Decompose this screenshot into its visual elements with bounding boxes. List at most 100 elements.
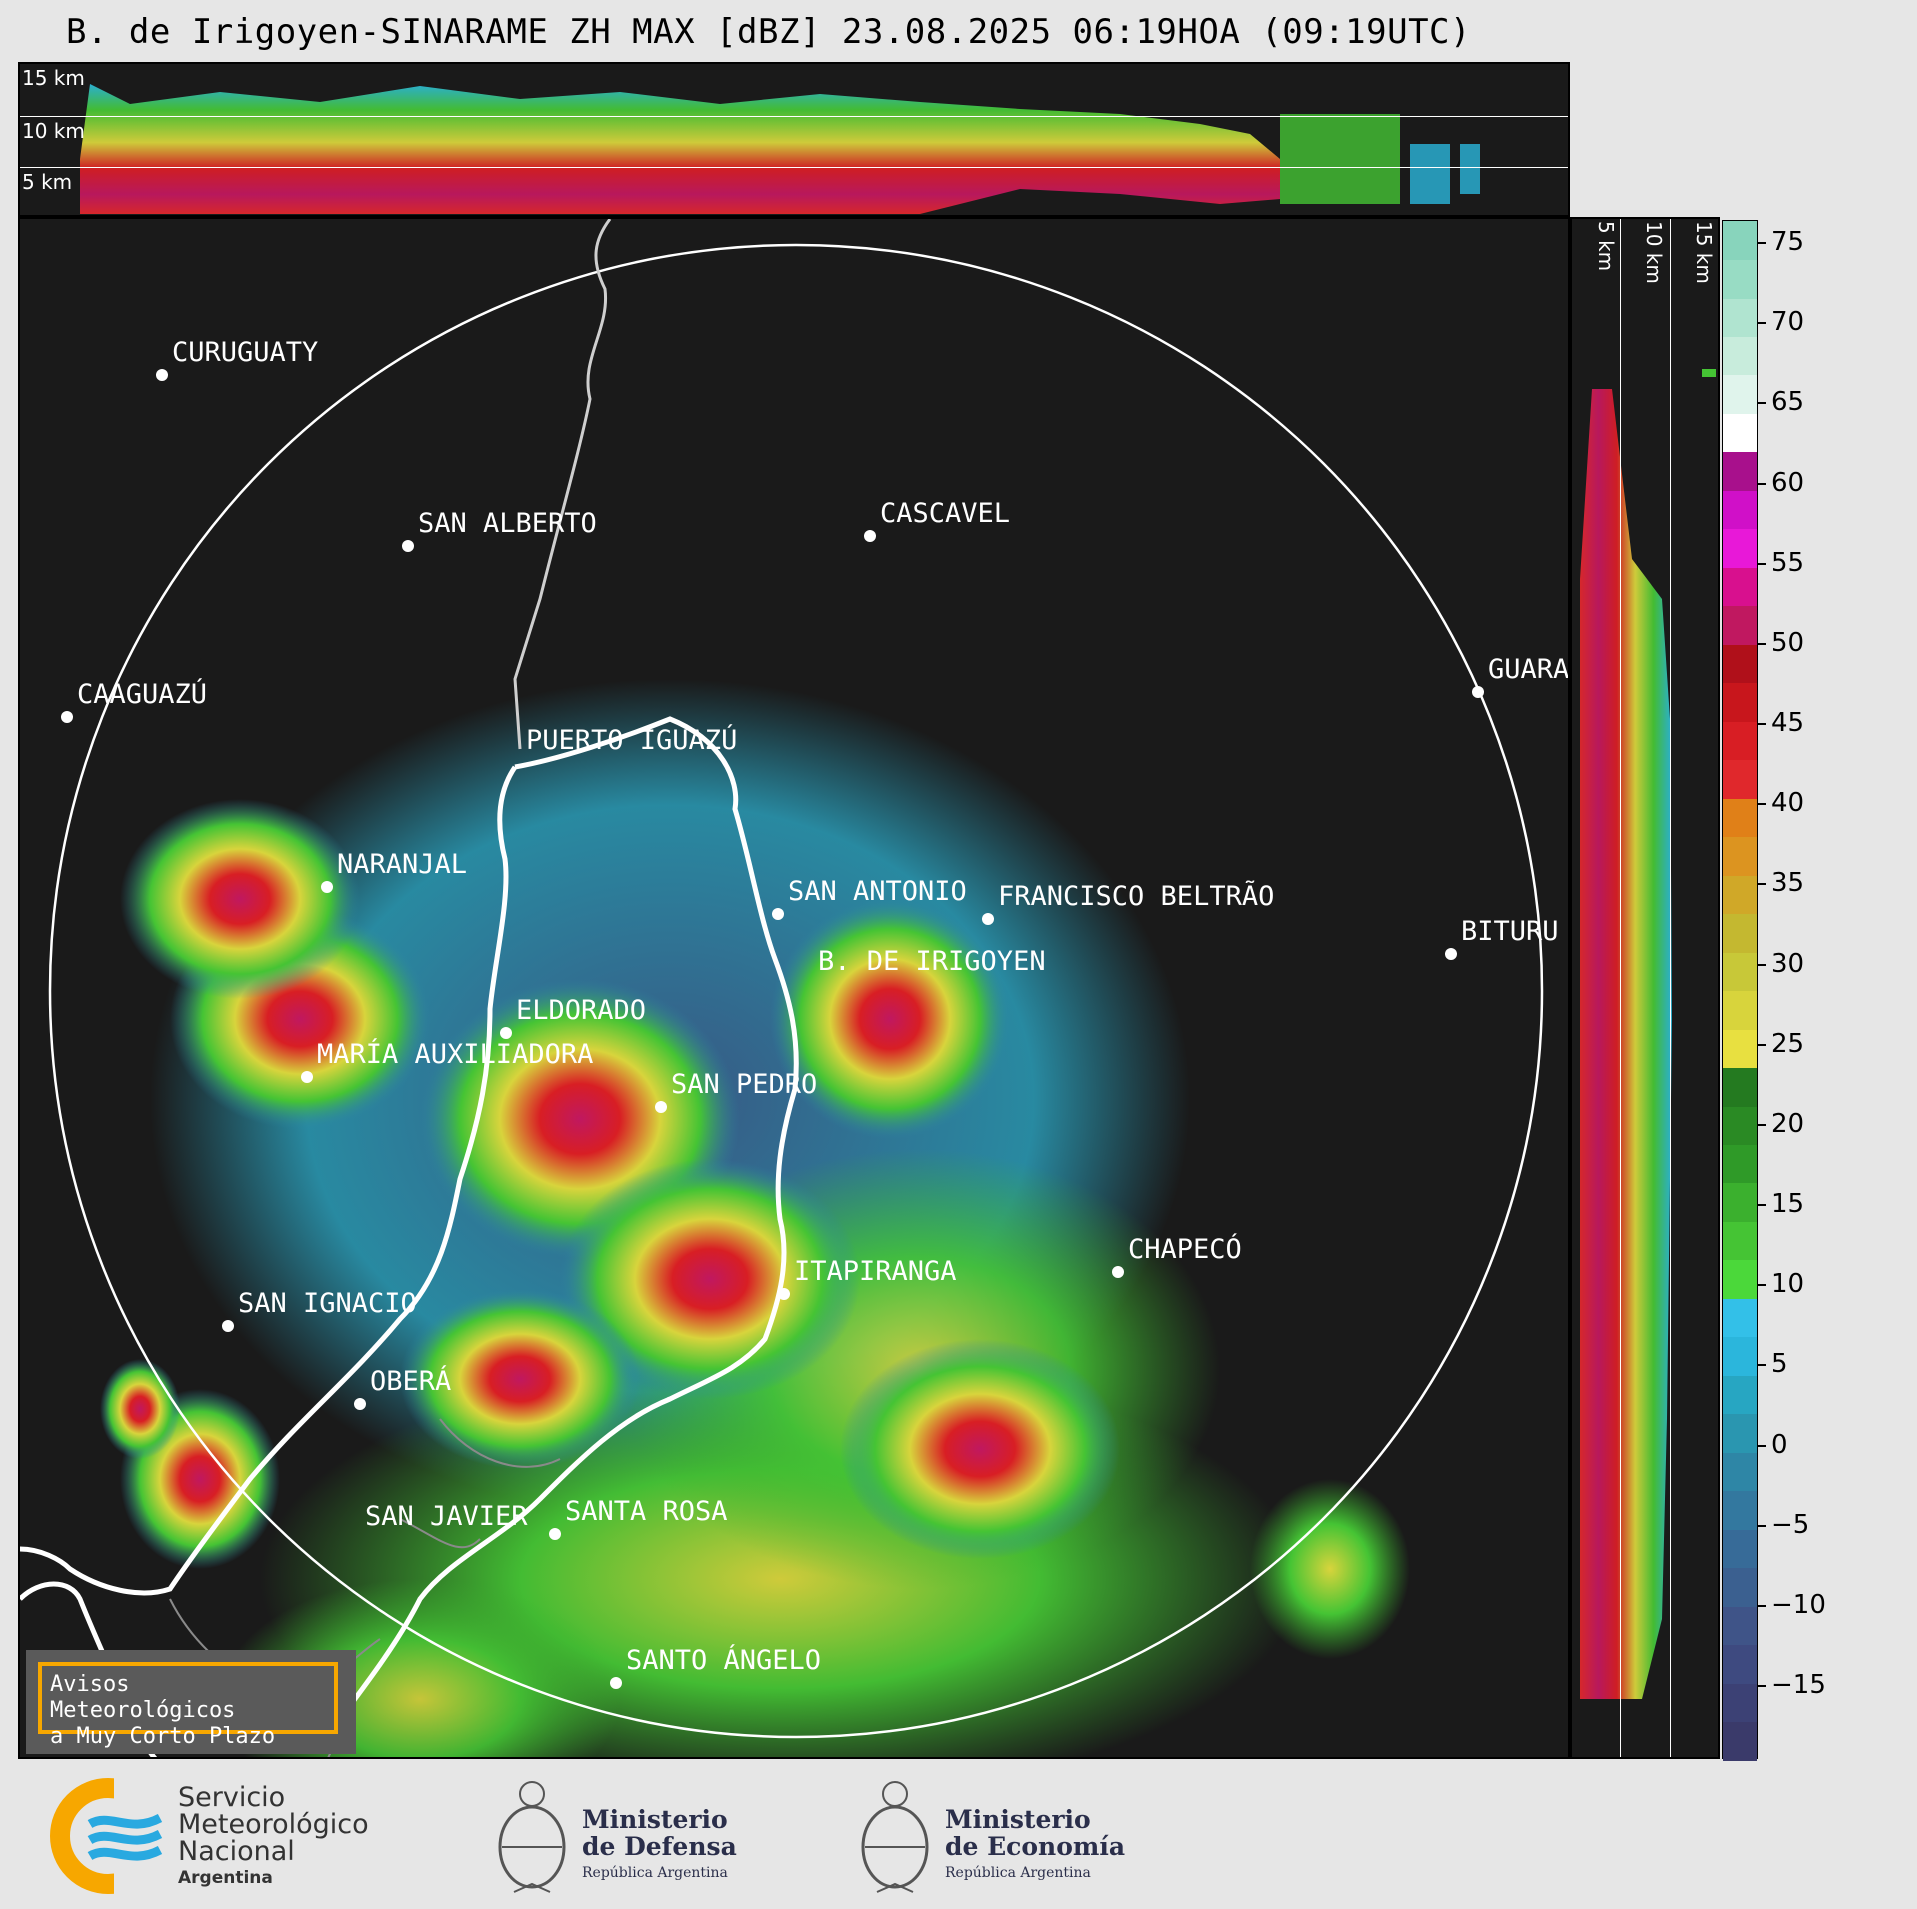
city-label-francisco-beltrao: FRANCISCO BELTRÃO [998,881,1275,912]
city-dot-san-ignacio [222,1320,234,1332]
colorbar-tick-label: 30 [1771,948,1805,979]
colorbar-tick [1758,1524,1766,1527]
colorbar-tick [1758,402,1766,405]
colorbar-tick [1758,642,1766,645]
colorbar-segment [1723,990,1757,1030]
colorbar-segment [1723,1413,1757,1453]
colorbar-segment [1723,221,1757,261]
top-height-label-10: 10 km [22,119,85,143]
city-label-guara: GUARA [1488,654,1570,685]
side-height-label-10: 10 km [1642,221,1666,284]
colorbar-tick-label: −10 [1771,1589,1826,1620]
city-dot-curuguaty [156,369,168,381]
city-label-chapeco: CHAPECÓ [1128,1234,1242,1265]
colorbar-tick [1758,482,1766,485]
colorbar-segment [1723,952,1757,992]
colorbar-tick-label: 55 [1771,547,1805,578]
city-label-san-javier: SAN JAVIER [365,1501,528,1532]
city-label-cascavel: CASCAVEL [880,498,1011,529]
smn-logo-icon [50,1774,180,1894]
colorbar-segment [1723,1490,1757,1530]
economia-coat-of-arms-icon [861,1781,929,1893]
city-dot-bituru [1445,948,1457,960]
economia-line-2: de Economía [945,1832,1126,1861]
colorbar-segment [1723,1452,1757,1492]
avisos-box: Avisos Meteorológicos a Muy Corto Plazo [26,1650,356,1754]
colorbar-tick [1758,723,1766,725]
colorbar-segment [1723,1067,1757,1107]
city-label-curuguaty: CURUGUATY [172,337,319,368]
colorbar-tick-label: 75 [1771,227,1805,257]
colorbar-segment [1723,567,1757,607]
smn-line-2: Meteorológico [178,1809,369,1840]
city-dot-san-antonio [772,908,784,920]
city-label-puerto-iguazu: PUERTO IGUAZÚ [526,725,738,756]
city-label-santa-rosa: SANTA ROSA [565,1496,728,1527]
radar-echo-map [20,219,1544,1757]
city-label-obera: OBERÁ [370,1366,452,1397]
colorbar-tick [1758,322,1766,325]
top-cross-section-panel: 15 km 10 km 5 km [18,62,1570,217]
top-height-label-5: 5 km [22,170,73,194]
radar-map-panel: CURUGUATY SAN ALBERTO CASCAVEL CAAGUAZÚ … [18,217,1570,1759]
colorbar-tick [1758,1284,1766,1287]
colorbar-segment [1723,1683,1757,1723]
city-label-san-ignacio: SAN IGNACIO [238,1288,417,1319]
colorbar-tick-label: 40 [1771,788,1805,819]
top-cross-section-echo [80,84,1480,214]
colorbar-tick-label: 5 [1771,1349,1788,1380]
defensa-line-2: de Defensa [582,1832,737,1861]
city-dot-eldorado [500,1027,512,1039]
city-dot-guara [1472,686,1484,698]
city-label-eldorado: ELDORADO [516,995,647,1026]
colorbar-tick-label: 70 [1771,307,1805,338]
colorbar-tick-label: 60 [1771,467,1805,498]
colorbar-tick [1758,883,1766,886]
colorbar-segment [1723,875,1757,915]
city-label-san-antonio: SAN ANTONIO [788,876,967,907]
colorbar-tick-label: 15 [1771,1189,1805,1219]
colorbar-tick [1758,1123,1766,1126]
side-height-label-15: 15 km [1692,221,1716,284]
colorbar-tick-label: 45 [1771,708,1805,738]
colorbar-segment [1723,913,1757,953]
colorbar-segment [1723,1644,1757,1684]
colorbar-segment [1723,1567,1757,1607]
colorbar-tick-label: 10 [1771,1269,1805,1300]
colorbar-segment [1723,1259,1757,1299]
colorbar-segment [1723,1028,1757,1069]
city-dot-santa-rosa [549,1528,561,1540]
avisos-line-1: Avisos Meteorológicos [50,1672,236,1723]
city-dot-cascavel [864,530,876,542]
avisos-line-2: a Muy Corto Plazo [50,1724,276,1749]
colorbar-segment [1723,490,1757,530]
colorbar-tick [1758,1685,1766,1687]
defensa-line-3: República Argentina [582,1865,728,1881]
colorbar-tick [1758,1204,1766,1206]
colorbar-segment [1723,605,1757,645]
colorbar-tick-label: −5 [1771,1509,1810,1540]
colorbar-segment [1723,374,1757,414]
city-dot-naranjal [321,881,333,893]
colorbar-segment [1723,451,1757,491]
colorbar-segment [1723,1298,1757,1338]
colorbar-segment [1723,528,1757,568]
economia-line-1: Ministerio [945,1805,1091,1834]
colorbar-segment [1723,1336,1757,1376]
colorbar-tick [1758,1604,1766,1607]
city-label-bituru: BITURU [1461,916,1559,947]
city-label-naranjal: NARANJAL [337,849,468,880]
colorbar-tick-label: 35 [1771,868,1805,899]
smn-line-1: Servicio [178,1782,286,1813]
colorbar-segment [1723,759,1757,799]
defensa-coat-of-arms-icon [498,1781,566,1893]
colorbar-tick [1758,1364,1766,1367]
colorbar-segment [1723,1606,1757,1646]
colorbar-segment [1723,413,1757,453]
avisos-frame: Avisos Meteorológicos a Muy Corto Plazo [38,1662,338,1749]
colorbar-tick-label: 65 [1771,387,1805,418]
smn-line-4: Argentina [178,1868,273,1888]
side-cross-section-panel: 5 km 10 km 15 km [1570,217,1720,1759]
city-dot-san-pedro [655,1101,667,1113]
colorbar-segment [1723,1105,1757,1145]
